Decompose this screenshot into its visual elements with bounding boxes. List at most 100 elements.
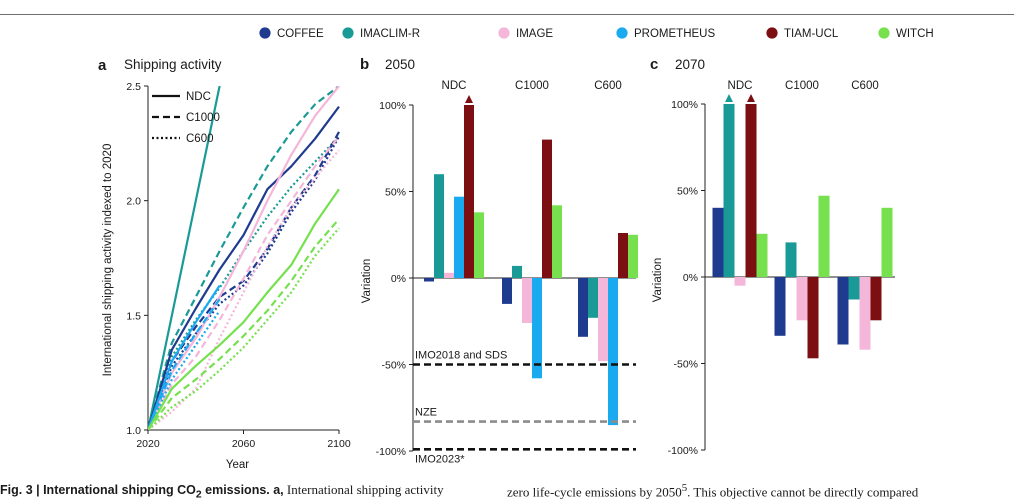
panel-a-x-tick-label: 2100 xyxy=(327,438,351,450)
bar-c-tiam-ucl-ndc xyxy=(745,104,757,277)
bar-b-witch-c1000 xyxy=(552,205,562,278)
panel-c-category-c600: C600 xyxy=(851,80,879,92)
legend-label-coffee: COFFEE xyxy=(277,28,324,40)
line-image-c600 xyxy=(148,149,340,430)
line-coffee-c600 xyxy=(148,135,340,430)
panel-c-y-tick-label: -100% xyxy=(668,445,698,457)
bar-c-witch-c1000 xyxy=(818,195,830,277)
panel-c-y-label: Variation xyxy=(652,258,664,303)
panel-a-letter: a xyxy=(98,57,107,74)
bar-c-imaclim-r-c1000 xyxy=(785,242,797,277)
panel-c-y-tick-label: 100% xyxy=(671,99,698,111)
bar-b-imaclim-r-c600 xyxy=(588,278,598,318)
panel-c-title: 2070 xyxy=(675,57,705,72)
bar-c-tiam-ucl-c600 xyxy=(870,277,882,321)
bar-b-image-ndc xyxy=(444,272,454,278)
scenario-legend-label-ndc: NDC xyxy=(186,91,211,103)
bar-b-image-c1000 xyxy=(522,278,532,323)
line-witch-ndc xyxy=(148,188,340,430)
panel-b-y-tick-label: 100% xyxy=(379,100,406,112)
caption-fig-sub: 2 xyxy=(195,489,202,501)
panel-c-category-ndc: NDC xyxy=(728,80,753,92)
line-image-c1000 xyxy=(148,135,340,430)
legend-label-imaclim-r: IMACLIM-R xyxy=(360,28,420,40)
bar-b-coffee-c1000 xyxy=(502,278,512,304)
legend-marker-coffee xyxy=(259,27,271,39)
scenario-legend-label-c600: C600 xyxy=(186,133,214,145)
panel-c-category-c1000: C1000 xyxy=(785,80,819,92)
panel-a-y-tick-label: 1.0 xyxy=(126,425,141,437)
panel-b-category-c1000: C1000 xyxy=(515,80,549,92)
line-image-ndc xyxy=(148,86,340,430)
truncation-arrow-c-tiam-ucl xyxy=(747,94,755,102)
legend-marker-tiam-ucl xyxy=(766,27,778,39)
bar-b-coffee-c600 xyxy=(578,278,588,337)
panel-b-y-tick-label: -100% xyxy=(376,446,406,458)
panel-b-y-tick-label: 0% xyxy=(391,273,406,285)
panel-b-letter: b xyxy=(360,56,369,73)
caption-left-text: International shipping activity xyxy=(283,482,444,497)
bar-b-prometheus-ndc xyxy=(454,196,464,278)
bar-b-imaclim-r-ndc xyxy=(434,174,444,278)
legend-label-witch: WITCH xyxy=(896,28,934,40)
bar-c-coffee-c600 xyxy=(837,277,849,345)
panel-c-y-tick-label: 0% xyxy=(683,272,698,284)
bar-c-coffee-ndc xyxy=(712,207,724,277)
bar-b-image-c600 xyxy=(598,278,608,361)
legend-marker-prometheus xyxy=(616,27,628,39)
caption-right: zero life-cycle emissions by 20505. This… xyxy=(507,482,918,500)
panel-a-y-label: International shipping activity indexed … xyxy=(102,144,114,377)
figure-caption: Fig. 3 | International shipping CO2 emis… xyxy=(0,482,1014,503)
panel-c-y-tick-label: 50% xyxy=(677,186,698,198)
line-imaclim-r-c1000 xyxy=(148,86,340,430)
bar-c-imaclim-r-ndc xyxy=(723,104,735,277)
bar-b-tiam-ucl-ndc xyxy=(464,105,474,278)
line-prometheus-c600 xyxy=(148,310,221,430)
legend-label-prometheus: PROMETHEUS xyxy=(634,28,715,40)
reference-label-nze: NZE xyxy=(415,407,437,419)
line-imaclim-r-c600 xyxy=(148,135,340,430)
reference-label-imo2023: IMO2023* xyxy=(415,453,465,465)
bar-c-image-c600 xyxy=(859,277,871,350)
reference-label-imo2018-and-sds: IMO2018 and SDS xyxy=(415,350,507,362)
legend-marker-image xyxy=(498,27,510,39)
panel-a-x-tick-label: 2060 xyxy=(232,438,256,450)
bar-b-imaclim-r-c1000 xyxy=(512,265,522,278)
caption-right-text: zero life-cycle emissions by 2050 xyxy=(507,484,682,500)
bar-b-tiam-ucl-c1000 xyxy=(542,139,552,278)
panel-b-title: 2050 xyxy=(385,57,415,72)
truncation-arrow-c-imaclim-r xyxy=(725,94,733,102)
line-prometheus-ndc xyxy=(148,284,221,430)
panel-a-y-tick-label: 2.5 xyxy=(126,81,141,93)
caption-right-rest: . This objective cannot be directly comp… xyxy=(687,484,919,500)
bar-b-witch-c600 xyxy=(628,234,638,279)
panel-c-y-tick-label: -50% xyxy=(673,359,698,371)
bar-b-prometheus-c1000 xyxy=(532,278,542,379)
panel-b-category-c600: C600 xyxy=(594,80,622,92)
line-coffee-c1000 xyxy=(148,131,340,430)
bar-c-imaclim-r-c600 xyxy=(848,277,860,300)
panel-a-x-label: Year xyxy=(226,459,249,471)
bar-c-image-c1000 xyxy=(796,277,808,321)
panel-b-category-ndc: NDC xyxy=(442,80,467,92)
line-witch-c1000 xyxy=(148,218,340,430)
panel-a-y-tick-label: 1.5 xyxy=(126,310,141,322)
scenario-legend-label-c1000: C1000 xyxy=(186,112,220,124)
line-imaclim-r-ndc xyxy=(148,86,221,430)
caption-fig-label: Fig. 3 | International shipping CO xyxy=(0,483,196,497)
bar-c-image-ndc xyxy=(734,277,746,286)
panel-a-x-tick-label: 2020 xyxy=(136,438,160,450)
panel-b-y-tick-label: 50% xyxy=(385,187,406,199)
legend-marker-witch xyxy=(878,27,890,39)
truncation-arrow-b-tiam-ucl xyxy=(465,95,473,103)
panel-c-letter: c xyxy=(650,56,658,73)
bar-c-witch-c600 xyxy=(881,207,893,277)
line-witch-c600 xyxy=(148,227,340,430)
top-rule xyxy=(0,14,1014,15)
figure-canvas: COFFEE IMACLIM-R IMAGE PROMETHEUS TIAM-UCL WI… xyxy=(98,27,934,471)
panel-a-title: Shipping activity xyxy=(124,57,222,72)
caption-left: Fig. 3 | International shipping CO2 emis… xyxy=(0,482,444,501)
bar-c-witch-ndc xyxy=(756,233,768,278)
bar-b-prometheus-c600 xyxy=(608,278,618,426)
bar-b-tiam-ucl-c600 xyxy=(618,233,628,278)
